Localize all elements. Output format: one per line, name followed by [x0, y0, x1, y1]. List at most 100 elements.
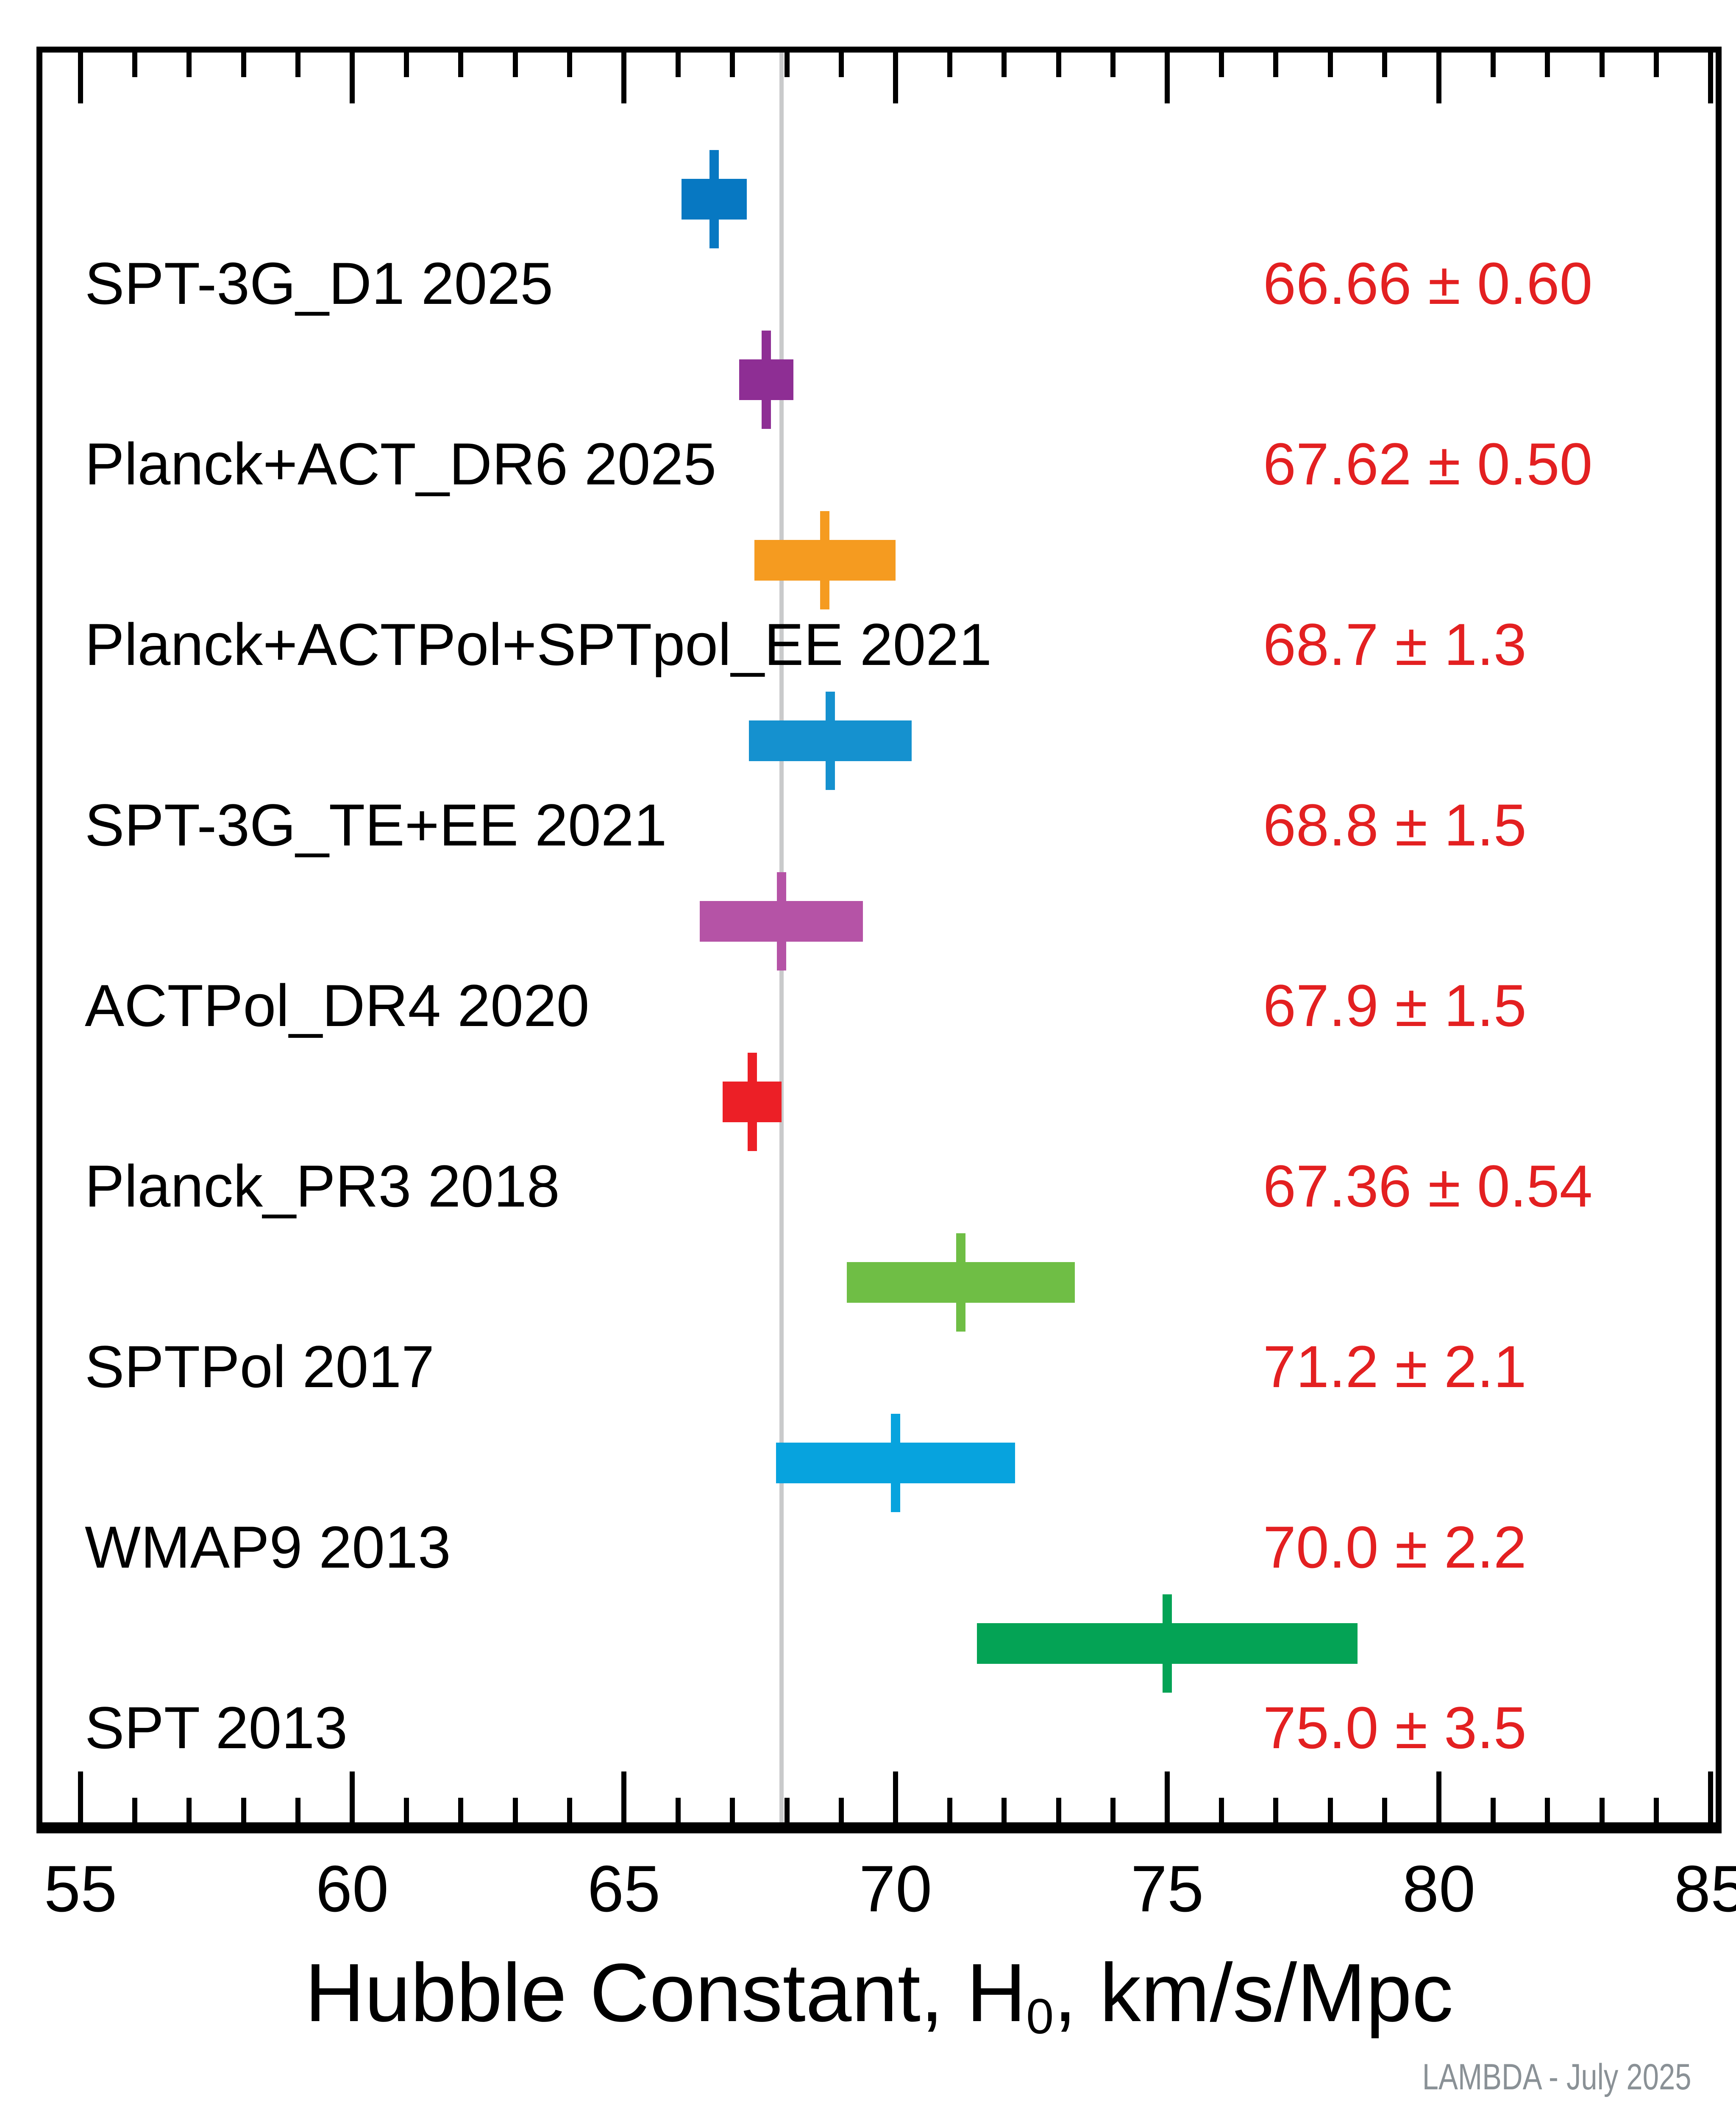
minor-tick-bottom [1110, 1798, 1116, 1822]
major-tick-bottom [78, 1771, 83, 1822]
experiment-label: Planck_PR3 2018 [85, 1153, 560, 1219]
minor-tick-bottom [1653, 1798, 1659, 1822]
major-tick-top [1708, 53, 1713, 103]
minor-tick-top [1056, 53, 1061, 77]
minor-tick-top [838, 53, 844, 77]
minor-tick-top [784, 53, 790, 77]
minor-tick-bottom [1599, 1798, 1605, 1822]
measurement-value: 67.9 ± 1.5 [1263, 972, 1527, 1039]
x-axis-title: Hubble Constant, H0, km/s/Mpc [36, 1945, 1722, 2044]
major-tick-bottom [1436, 1771, 1441, 1822]
minor-tick-bottom [1002, 1798, 1007, 1822]
minor-tick-top [512, 53, 518, 77]
minor-tick-bottom [1056, 1798, 1061, 1822]
x-axis-title-post: , km/s/Mpc [1054, 1947, 1453, 2039]
minor-tick-top [1599, 53, 1605, 77]
major-tick-top [78, 53, 83, 103]
center-value-tick [761, 331, 771, 429]
center-value-tick [891, 1414, 900, 1512]
plot-area-frame [36, 47, 1722, 1833]
minor-tick-bottom [241, 1798, 246, 1822]
minor-tick-bottom [947, 1798, 953, 1822]
minor-tick-top [241, 53, 246, 77]
minor-tick-bottom [512, 1798, 518, 1822]
minor-tick-top [567, 53, 572, 77]
x-tick-label: 60 [315, 1852, 389, 1925]
x-tick-label: 80 [1402, 1852, 1476, 1925]
minor-tick-top [1653, 53, 1659, 77]
measurement-value: 75.0 ± 3.5 [1263, 1694, 1527, 1761]
minor-tick-bottom [458, 1798, 464, 1822]
lambda-credit-text: LAMBDA - July 2025 [1422, 2057, 1691, 2097]
minor-tick-top [295, 53, 300, 77]
measurement-value: 68.8 ± 1.5 [1263, 792, 1527, 858]
minor-tick-bottom [676, 1798, 681, 1822]
measurement-value: 71.2 ± 2.1 [1263, 1333, 1527, 1400]
minor-tick-bottom [567, 1798, 572, 1822]
center-value-tick [1163, 1594, 1172, 1693]
major-tick-bottom [893, 1771, 898, 1822]
minor-tick-bottom [1545, 1798, 1550, 1822]
minor-tick-bottom [404, 1798, 409, 1822]
experiment-label: Planck+ACTPol+SPTpol_EE 2021 [85, 611, 992, 678]
x-tick-label: 75 [1130, 1852, 1204, 1925]
minor-tick-bottom [186, 1798, 192, 1822]
x-axis-title-pre: Hubble Constant, H [305, 1947, 1027, 2039]
major-tick-top [1165, 53, 1170, 103]
minor-tick-bottom [1382, 1798, 1387, 1822]
major-tick-top [893, 53, 898, 103]
x-tick-label: 65 [587, 1852, 661, 1925]
minor-tick-top [1219, 53, 1224, 77]
experiment-label: WMAP9 2013 [85, 1514, 451, 1580]
minor-tick-bottom [1219, 1798, 1224, 1822]
major-tick-bottom [621, 1771, 626, 1822]
x-tick-label: 55 [44, 1852, 117, 1925]
center-value-tick [709, 150, 719, 248]
center-value-tick [747, 1053, 757, 1151]
minor-tick-top [676, 53, 681, 77]
measurement-value: 67.62 ± 0.50 [1263, 431, 1593, 497]
minor-tick-bottom [1327, 1798, 1333, 1822]
minor-tick-top [404, 53, 409, 77]
x-axis-title-subscript: 0 [1026, 1988, 1054, 2044]
minor-tick-top [1491, 53, 1496, 77]
minor-tick-bottom [784, 1798, 790, 1822]
experiment-label: SPT 2013 [85, 1694, 348, 1761]
measurement-value: 66.66 ± 0.60 [1263, 250, 1593, 317]
minor-tick-top [947, 53, 953, 77]
minor-tick-top [458, 53, 464, 77]
experiment-label: Planck+ACT_DR6 2025 [85, 431, 717, 497]
experiment-label: SPT-3G_TE+EE 2021 [85, 792, 667, 858]
major-tick-bottom [350, 1771, 355, 1822]
experiment-label: ACTPol_DR4 2020 [85, 972, 590, 1039]
major-tick-top [621, 53, 626, 103]
measurement-value: 67.36 ± 0.54 [1263, 1153, 1593, 1219]
major-tick-top [350, 53, 355, 103]
major-tick-top [1436, 53, 1441, 103]
minor-tick-top [186, 53, 192, 77]
minor-tick-top [730, 53, 735, 77]
major-tick-bottom [1165, 1771, 1170, 1822]
minor-tick-bottom [730, 1798, 735, 1822]
minor-tick-bottom [295, 1798, 300, 1822]
minor-tick-top [1002, 53, 1007, 77]
x-tick-label: 85 [1674, 1852, 1736, 1925]
experiment-label: SPTPol 2017 [85, 1333, 434, 1400]
measurement-value: 70.0 ± 2.2 [1263, 1514, 1527, 1580]
measurement-value: 68.7 ± 1.3 [1263, 611, 1527, 678]
minor-tick-bottom [1491, 1798, 1496, 1822]
major-tick-bottom [1708, 1771, 1713, 1822]
center-value-tick [956, 1233, 965, 1332]
minor-tick-top [132, 53, 138, 77]
minor-tick-bottom [132, 1798, 138, 1822]
experiment-label: SPT-3G_D1 2025 [85, 250, 554, 317]
center-value-tick [820, 511, 830, 609]
minor-tick-bottom [1273, 1798, 1279, 1822]
minor-tick-bottom [838, 1798, 844, 1822]
center-value-tick [776, 872, 786, 971]
center-value-tick [826, 692, 835, 790]
minor-tick-top [1110, 53, 1116, 77]
minor-tick-top [1382, 53, 1387, 77]
minor-tick-top [1545, 53, 1550, 77]
